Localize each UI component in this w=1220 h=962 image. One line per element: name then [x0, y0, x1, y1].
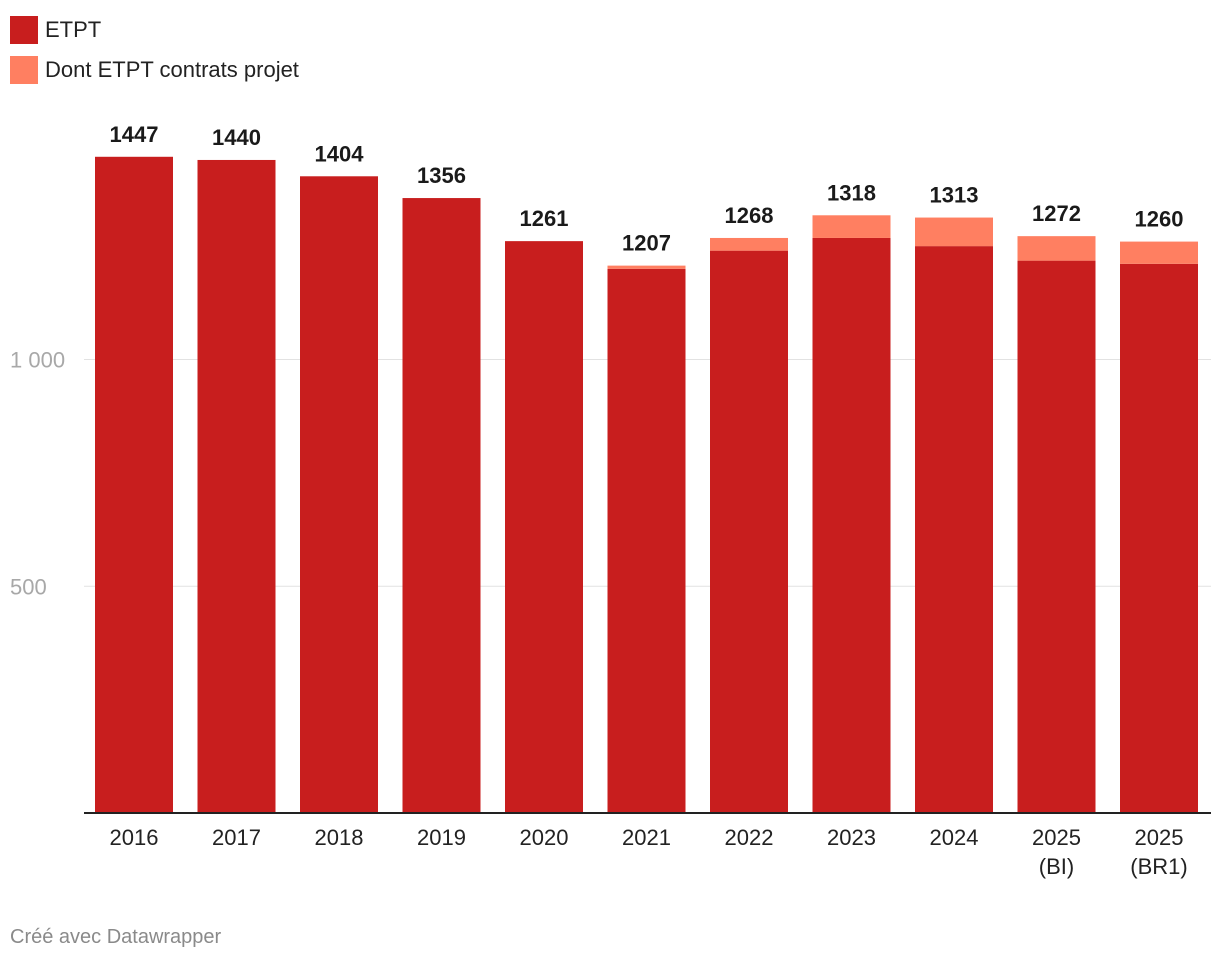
x-tick-label: (BR1) — [1130, 854, 1187, 879]
y-tick-label: 1 000 — [10, 348, 65, 373]
x-tick-label: 2020 — [520, 825, 569, 850]
x-tick-label: 2022 — [725, 825, 774, 850]
x-tick-label: 2017 — [212, 825, 261, 850]
bar-total-label: 1404 — [315, 141, 365, 166]
bar-total-label: 1260 — [1135, 207, 1184, 232]
x-tick-label: 2019 — [417, 825, 466, 850]
bar-etpt — [95, 156, 173, 813]
x-tick-label: 2021 — [622, 825, 671, 850]
legend: ETPT Dont ETPT contrats projet — [10, 10, 299, 90]
legend-label-etpt: ETPT — [45, 17, 102, 42]
x-tick-label: 2018 — [315, 825, 364, 850]
bar-total-label: 1313 — [930, 183, 979, 208]
legend-item-etpt: ETPT — [10, 10, 299, 50]
bar-contrats-projet — [812, 215, 891, 238]
bar-contrats-projet — [1120, 241, 1198, 264]
credit-text: Créé avec Datawrapper — [10, 926, 222, 948]
bar-total-label: 1272 — [1032, 201, 1081, 226]
bar-total-label: 1268 — [725, 203, 774, 228]
bar-total-label: 1261 — [520, 206, 569, 231]
legend-swatch-contrats-projet — [10, 56, 38, 84]
bar-etpt — [300, 176, 378, 813]
bar-total-label: 1447 — [110, 122, 159, 147]
bar-etpt — [915, 246, 993, 813]
bar-etpt — [607, 268, 686, 813]
bar-total-label: 1207 — [622, 231, 671, 256]
x-tick-label: 2025 — [1032, 825, 1081, 850]
bar-contrats-projet — [915, 217, 993, 247]
bar-etpt — [1120, 263, 1198, 813]
bar-etpt — [505, 241, 583, 814]
bar-contrats-projet — [1017, 236, 1096, 261]
x-tick-label: 2023 — [827, 825, 876, 850]
x-tick-label: (BI) — [1039, 854, 1074, 879]
legend-label-contrats-projet: Dont ETPT contrats projet — [45, 57, 299, 82]
legend-swatch-etpt — [10, 16, 38, 44]
bar-etpt — [710, 250, 788, 813]
bar-contrats-projet — [607, 265, 686, 269]
bar-total-label: 1318 — [827, 180, 876, 205]
legend-item-contrats-projet: Dont ETPT contrats projet — [10, 50, 299, 90]
y-tick-label: 500 — [10, 574, 47, 599]
bar-etpt — [402, 198, 481, 813]
bar-etpt — [812, 237, 891, 813]
bar-total-label: 1440 — [212, 125, 261, 150]
bar-etpt — [1017, 260, 1096, 814]
x-tick-label: 2025 — [1135, 825, 1184, 850]
bar-total-label: 1356 — [417, 163, 466, 188]
bar-contrats-projet — [710, 237, 788, 251]
x-tick-label: 2016 — [110, 825, 159, 850]
bar-etpt — [197, 159, 276, 813]
x-tick-label: 2024 — [930, 825, 979, 850]
